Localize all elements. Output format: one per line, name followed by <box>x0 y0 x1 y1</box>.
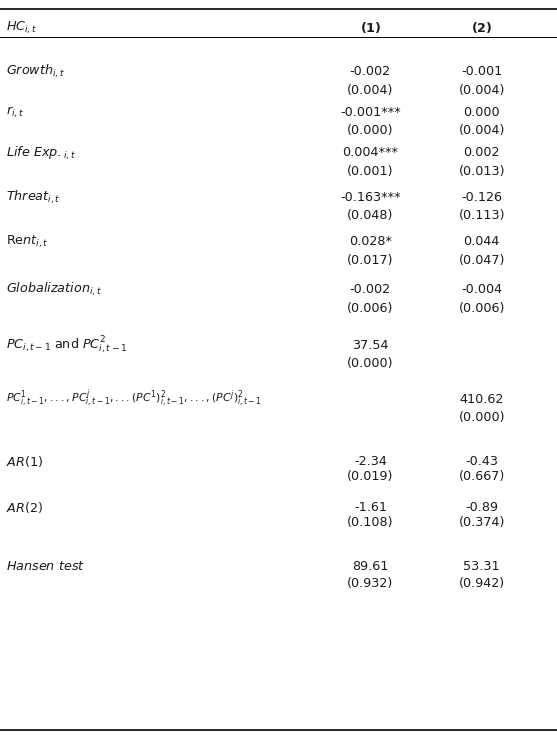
Text: $\mathit{PC}^{1}_{i,t-1},...,\mathit{PC}^{j}_{i,t-1},...(\mathit{PC}^{1})^{2}_{i: $\mathit{PC}^{1}_{i,t-1},...,\mathit{PC}… <box>6 388 261 410</box>
Text: 0.028*: 0.028* <box>349 235 392 248</box>
Text: (0.113): (0.113) <box>458 209 505 222</box>
Text: (0.006): (0.006) <box>347 302 394 315</box>
Text: $\mathit{Threat}_{i,t}$: $\mathit{Threat}_{i,t}$ <box>6 188 60 206</box>
Text: (0.047): (0.047) <box>458 253 505 267</box>
Text: -0.001: -0.001 <box>461 65 502 78</box>
Text: (0.013): (0.013) <box>458 165 505 178</box>
Text: Re$\mathit{nt}_{i,t}$: Re$\mathit{nt}_{i,t}$ <box>6 234 48 250</box>
Text: -0.163***: -0.163*** <box>340 191 400 204</box>
Text: -1.61: -1.61 <box>354 501 387 514</box>
Text: (0.000): (0.000) <box>458 411 505 424</box>
Text: 0.002: 0.002 <box>463 146 500 160</box>
Text: (0.000): (0.000) <box>347 124 394 137</box>
Text: $\mathit{HC}_{i,t}$: $\mathit{HC}_{i,t}$ <box>6 19 37 35</box>
Text: (0.048): (0.048) <box>347 209 394 222</box>
Text: $\mathit{Globalization}_{i,t}$: $\mathit{Globalization}_{i,t}$ <box>6 281 101 299</box>
Text: (0.000): (0.000) <box>347 357 394 370</box>
Text: $\mathit{Growth}_{i,t}$: $\mathit{Growth}_{i,t}$ <box>6 63 65 81</box>
Text: -0.002: -0.002 <box>350 283 391 296</box>
Text: -2.34: -2.34 <box>354 455 387 469</box>
Text: -0.126: -0.126 <box>461 191 502 204</box>
Text: (0.004): (0.004) <box>458 124 505 137</box>
Text: (0.006): (0.006) <box>458 302 505 315</box>
Text: (0.019): (0.019) <box>347 470 394 483</box>
Text: (0.001): (0.001) <box>347 165 394 178</box>
Text: (0.108): (0.108) <box>347 516 394 529</box>
Text: 89.61: 89.61 <box>352 560 389 573</box>
Text: -0.001***: -0.001*** <box>340 106 401 119</box>
Text: $\mathit{Hansen\ test}$: $\mathit{Hansen\ test}$ <box>6 560 85 573</box>
Text: $\mathit{AR}$(1): $\mathit{AR}$(1) <box>6 454 43 469</box>
Text: (0.004): (0.004) <box>347 84 394 97</box>
Text: 0.004***: 0.004*** <box>343 146 398 160</box>
Text: $\mathit{AR}$(2): $\mathit{AR}$(2) <box>6 500 43 515</box>
Text: 37.54: 37.54 <box>352 338 389 352</box>
Text: -0.43: -0.43 <box>465 455 499 469</box>
Text: $\mathbf{(2)}$: $\mathbf{(2)}$ <box>471 20 492 35</box>
Text: -0.004: -0.004 <box>461 283 502 296</box>
Text: $\mathbf{(1)}$: $\mathbf{(1)}$ <box>360 20 381 35</box>
Text: $\mathit{r}_{i,t}$: $\mathit{r}_{i,t}$ <box>6 105 24 120</box>
Text: (0.017): (0.017) <box>347 253 394 267</box>
Text: $\mathit{PC}_{i,t-1}$ and $\mathit{PC}^{2}_{i,t-1}$: $\mathit{PC}_{i,t-1}$ and $\mathit{PC}^{… <box>6 334 127 356</box>
Text: (0.942): (0.942) <box>459 577 505 590</box>
Text: (0.667): (0.667) <box>458 470 505 483</box>
Text: 410.62: 410.62 <box>460 392 504 406</box>
Text: -0.89: -0.89 <box>465 501 499 514</box>
Text: 0.000: 0.000 <box>463 106 500 119</box>
Text: 0.044: 0.044 <box>463 235 500 248</box>
Text: (0.932): (0.932) <box>347 577 394 590</box>
Text: (0.374): (0.374) <box>458 516 505 529</box>
Text: (0.004): (0.004) <box>458 84 505 97</box>
Text: -0.002: -0.002 <box>350 65 391 78</box>
Text: $\mathit{Life\ Exp.}_{i,t}$: $\mathit{Life\ Exp.}_{i,t}$ <box>6 144 76 162</box>
Text: 53.31: 53.31 <box>463 560 500 573</box>
